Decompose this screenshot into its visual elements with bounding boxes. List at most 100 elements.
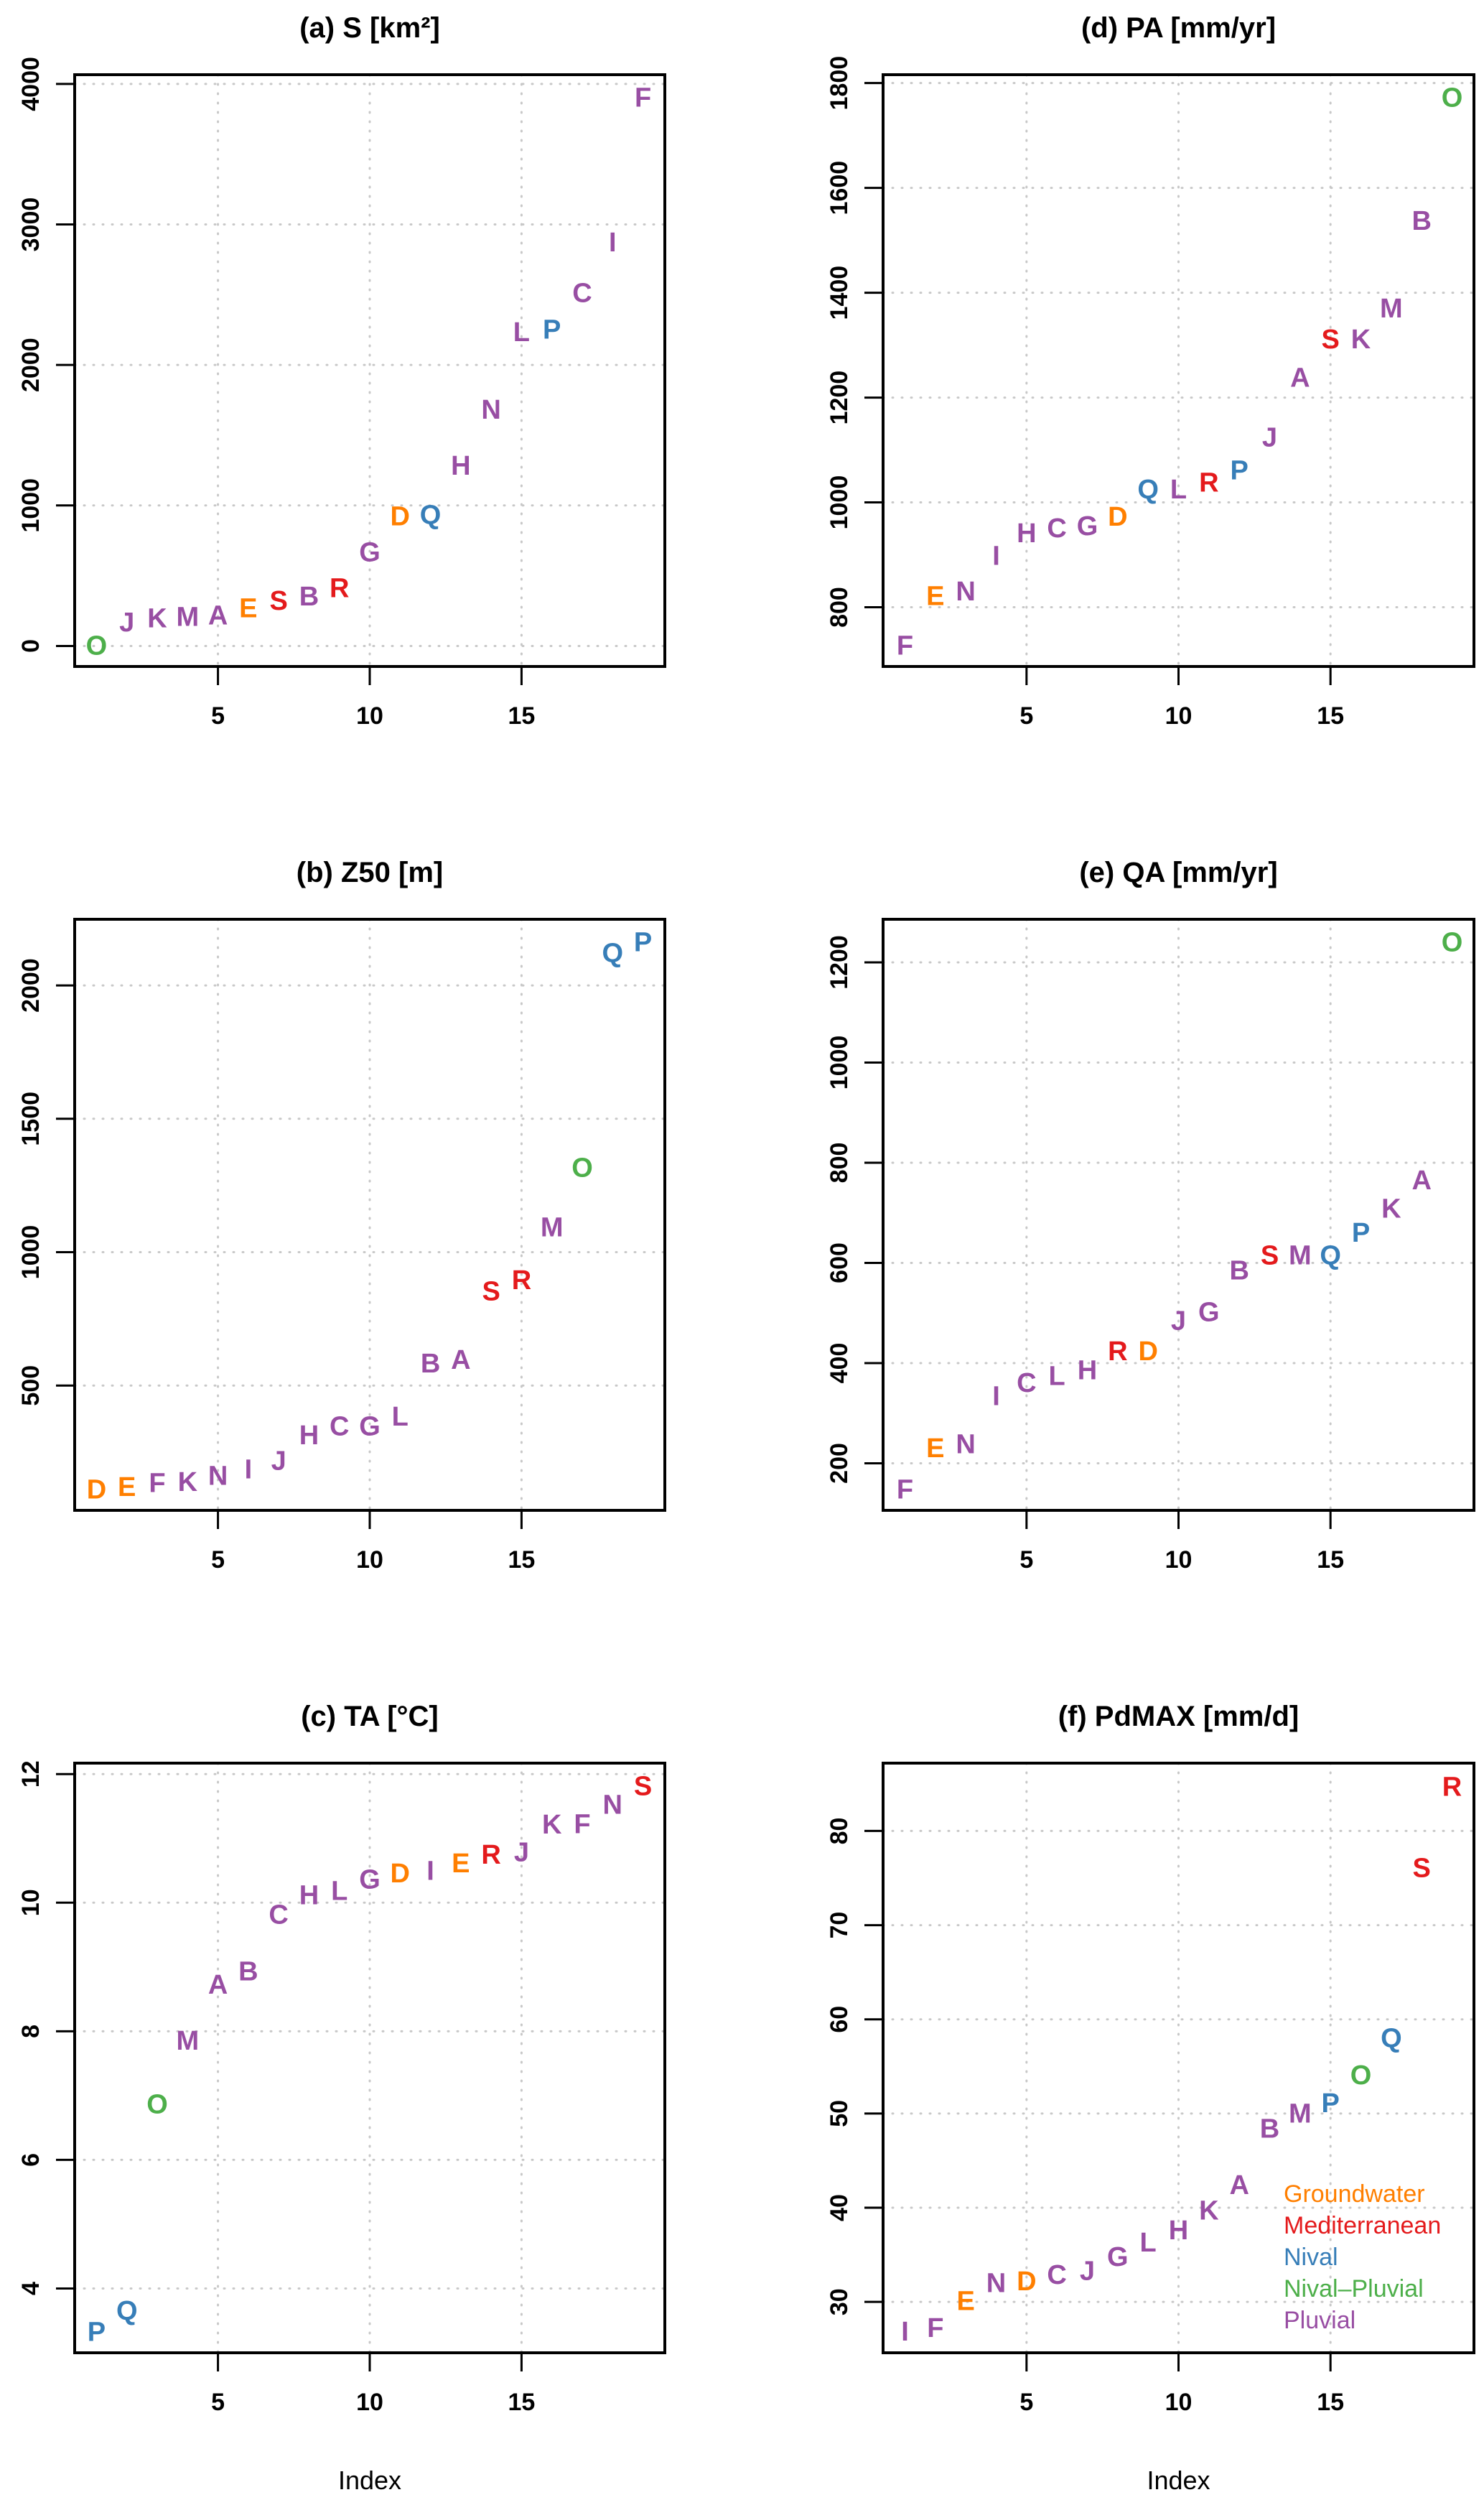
- panel-title: (d) PA [mm/yr]: [1081, 12, 1276, 44]
- data-point-H: H: [451, 451, 470, 481]
- data-point-L: L: [513, 317, 530, 348]
- y-tick-label: 400: [826, 1343, 853, 1384]
- panel-title: (a) S [km²]: [299, 12, 440, 44]
- data-point-M: M: [176, 602, 199, 632]
- data-point-C: C: [1047, 2260, 1066, 2290]
- data-point-E: E: [956, 2287, 974, 2317]
- data-point-N: N: [603, 1790, 622, 1820]
- data-point-L: L: [1170, 475, 1187, 505]
- data-point-C: C: [572, 278, 592, 308]
- data-point-S: S: [1321, 325, 1339, 355]
- data-point-L: L: [1049, 1362, 1065, 1392]
- panel-d: (d) PA [mm/yr] 5 10 15 800 1000 1200 1400 1600 18…: [826, 12, 1475, 730]
- data-point-B: B: [1229, 1256, 1249, 1286]
- x-tick-label: 10: [356, 702, 383, 730]
- panel-title: (c) TA [°C]: [301, 1701, 439, 1732]
- data-point-E: E: [452, 1849, 470, 1879]
- data-point-J: J: [514, 1838, 529, 1868]
- data-point-I: I: [245, 1454, 253, 1484]
- y-tick-label: 200: [826, 1443, 853, 1484]
- data-point-M: M: [1289, 1241, 1312, 1271]
- panel-title: (b) Z50 [m]: [297, 857, 443, 888]
- data-point-Q: Q: [116, 2296, 138, 2326]
- data-point-Q: Q: [602, 939, 623, 969]
- data-point-D: D: [1108, 502, 1127, 532]
- data-point-E: E: [926, 582, 944, 612]
- y-tick-label: 4000: [17, 57, 45, 111]
- x-tick-label: 5: [211, 2389, 225, 2416]
- data-point-Q: Q: [1137, 475, 1159, 505]
- data-point-L: L: [392, 1402, 409, 1432]
- data-point-J: J: [1080, 2257, 1095, 2287]
- data-point-J: J: [1262, 423, 1277, 453]
- legend-entry: Mediterranean: [1284, 2212, 1441, 2239]
- data-point-A: A: [451, 1345, 470, 1375]
- data-point-I: I: [426, 1857, 434, 1887]
- data-point-N: N: [208, 1462, 228, 1492]
- data-point-O: O: [1442, 928, 1463, 958]
- data-point-H: H: [1078, 1355, 1097, 1385]
- data-point-A: A: [208, 600, 228, 631]
- data-point-M: M: [1289, 2099, 1312, 2129]
- data-point-I: I: [901, 2317, 909, 2347]
- data-point-O: O: [571, 1153, 593, 1184]
- data-point-R: R: [330, 573, 349, 603]
- data-point-R: R: [512, 1265, 531, 1296]
- x-tick-label: 15: [508, 1546, 536, 1574]
- y-tick-label: 1000: [826, 1036, 853, 1090]
- y-tick-label: 800: [826, 1143, 853, 1184]
- x-tick-label: 10: [1165, 1546, 1193, 1574]
- data-point-B: B: [1411, 206, 1431, 236]
- data-point-H: H: [1169, 2216, 1188, 2246]
- panel-e: (e) QA [mm/yr] 5 10 15 200 400 600 800 1000 1200 F…: [826, 857, 1475, 1574]
- data-point-A: A: [1229, 2170, 1249, 2201]
- y-tick-label: 1800: [826, 56, 853, 111]
- y-tick-label: 1000: [17, 1225, 45, 1280]
- data-point-P: P: [543, 315, 561, 345]
- y-tick-label: 1400: [826, 266, 853, 320]
- y-tick-label: 800: [826, 587, 853, 628]
- x-tick-label: 15: [1317, 1546, 1344, 1574]
- x-tick-label: 10: [356, 1546, 383, 1574]
- data-point-I: I: [992, 542, 1000, 572]
- data-point-B: B: [299, 582, 319, 612]
- plot-frame: [73, 1762, 666, 2354]
- y-tick-label: 8: [17, 2025, 45, 2038]
- data-point-P: P: [1321, 2088, 1339, 2119]
- y-tick-label: 30: [826, 2288, 853, 2315]
- data-point-K: K: [1351, 325, 1371, 355]
- data-point-F: F: [897, 1474, 913, 1505]
- data-point-R: R: [481, 1840, 500, 1870]
- data-point-K: K: [542, 1810, 562, 1840]
- data-point-G: G: [1198, 1297, 1220, 1327]
- data-point-M: M: [541, 1212, 564, 1242]
- data-point-G: G: [1107, 2242, 1129, 2272]
- data-point-D: D: [87, 1475, 106, 1505]
- x-tick-label: 5: [211, 1546, 225, 1574]
- y-tick-label: 80: [826, 1818, 853, 1845]
- x-tick-label: 5: [1019, 702, 1033, 730]
- data-point-S: S: [269, 586, 287, 616]
- data-point-F: F: [897, 631, 913, 661]
- data-point-J: J: [119, 608, 134, 638]
- data-point-J: J: [271, 1446, 286, 1476]
- data-point-C: C: [1017, 1368, 1036, 1398]
- data-point-F: F: [635, 83, 651, 113]
- y-tick-label: 3000: [17, 198, 45, 252]
- data-point-S: S: [634, 1771, 652, 1801]
- x-axis-label: Index: [1147, 2466, 1210, 2495]
- data-point-N: N: [481, 395, 500, 425]
- y-tick-label: 1000: [826, 475, 853, 530]
- data-point-F: F: [149, 1468, 165, 1498]
- y-tick-label: 600: [826, 1242, 853, 1283]
- data-point-O: O: [1442, 83, 1463, 113]
- y-tick-label: 40: [826, 2194, 853, 2221]
- data-point-F: F: [574, 1809, 590, 1839]
- data-point-C: C: [269, 1900, 288, 1930]
- panel-f: (f) PdMAX [mm/d] 5 10 15 30 40 50 60 70 80 Index I F…: [826, 1701, 1475, 2495]
- data-point-S: S: [1413, 1853, 1431, 1883]
- x-axis-label: Index: [338, 2466, 401, 2495]
- data-point-H: H: [299, 1881, 319, 1911]
- data-point-O: O: [1350, 2060, 1372, 2091]
